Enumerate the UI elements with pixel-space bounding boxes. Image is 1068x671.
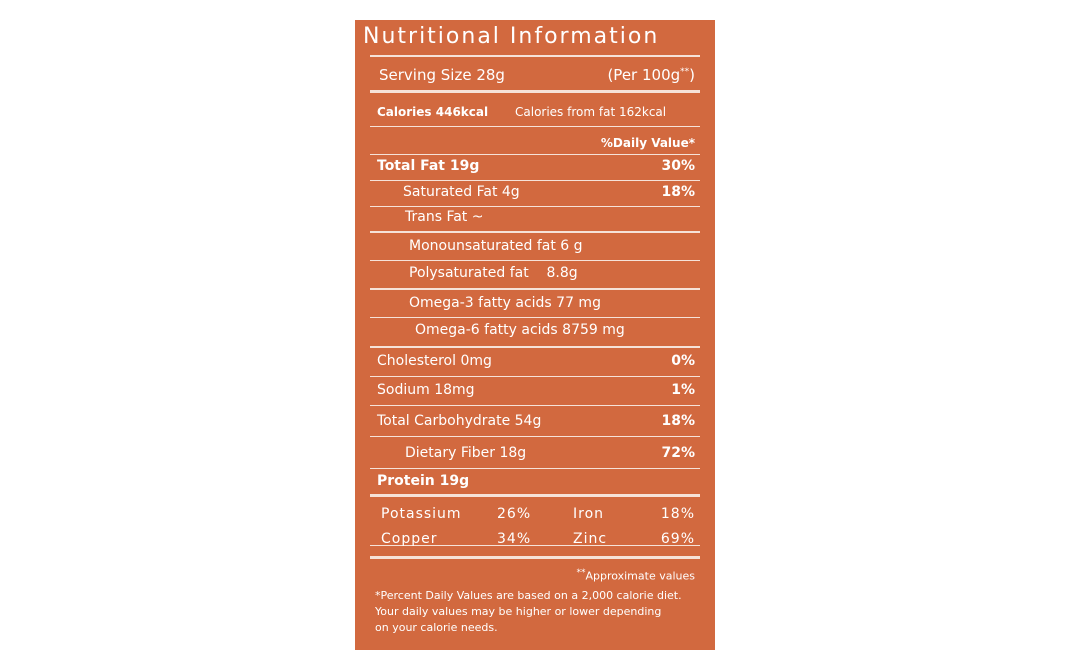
mineral-cell: 26% (497, 506, 532, 522)
approx-text: Approximate values (585, 569, 695, 583)
approx-mark: ** (576, 568, 586, 578)
footnote-line: Your daily values may be higher or lower… (375, 605, 662, 618)
row-label: Protein 19g (377, 473, 470, 489)
nutrition-label: Nutritional Information Serving Size 28g… (355, 20, 715, 650)
divider (370, 556, 700, 559)
divider (370, 468, 700, 469)
row-label: Polysaturated fat 8.8g (409, 265, 578, 281)
calories: Calories 446kcal (377, 105, 489, 119)
row-dv: 0% (671, 353, 695, 369)
row-label: Cholesterol 0mg (377, 353, 492, 369)
divider (370, 494, 700, 497)
row-label: Trans Fat ~ (405, 209, 484, 225)
per-mark: ** (680, 67, 690, 77)
row-dv: 1% (671, 382, 695, 398)
row-label: Omega-6 fatty acids 8759 mg (415, 322, 625, 338)
calories-from-fat: Calories from fat 162kcal (515, 105, 667, 119)
row-label: Omega-3 fatty acids 77 mg (409, 295, 601, 311)
divider (370, 180, 700, 181)
divider (370, 55, 700, 57)
mineral-cell: Copper (381, 531, 438, 547)
footnote: *Percent Daily Values are based on a 2,0… (375, 588, 682, 636)
mineral-cell: Iron (573, 506, 605, 522)
divider (370, 545, 700, 546)
row-label: Total Fat 19g (377, 158, 480, 174)
divider (370, 90, 700, 93)
row-dv: 18% (661, 413, 695, 429)
per-100g: (Per 100g**) (607, 66, 695, 84)
mineral-cell: 34% (497, 531, 532, 547)
footnote-line: on your calorie needs. (375, 621, 498, 634)
divider (370, 346, 700, 348)
row-label: Total Carbohydrate 54g (377, 413, 542, 429)
mineral-cell: Potassium (381, 506, 462, 522)
mineral-cell: 18% (660, 506, 695, 522)
serving-size: Serving Size 28g (379, 66, 505, 84)
approx-note: **Approximate values (576, 568, 695, 583)
footnote-line: *Percent Daily Values are based on a 2,0… (375, 589, 682, 602)
mineral-cell: Zinc (573, 531, 608, 547)
divider (370, 288, 700, 290)
divider (370, 436, 700, 437)
divider (370, 154, 700, 155)
divider (370, 126, 700, 127)
per: (Per 100g (607, 66, 681, 84)
divider (370, 206, 700, 207)
row-label: Sodium 18mg (377, 382, 475, 398)
divider (370, 376, 700, 377)
row-label: Dietary Fiber 18g (405, 445, 527, 461)
row-dv: 18% (661, 184, 695, 200)
row-label: Monounsaturated fat 6 g (409, 238, 583, 254)
daily-value-header: %Daily Value* (600, 136, 695, 150)
title: Nutritional Information (363, 24, 660, 49)
per-close: ) (689, 66, 695, 84)
mineral-cell: 69% (660, 531, 695, 547)
row-label: Saturated Fat 4g (403, 184, 520, 200)
divider (370, 405, 700, 406)
row-dv: 30% (661, 158, 695, 174)
row-dv: 72% (661, 445, 695, 461)
divider (370, 260, 700, 261)
divider (370, 231, 700, 233)
divider (370, 317, 700, 318)
